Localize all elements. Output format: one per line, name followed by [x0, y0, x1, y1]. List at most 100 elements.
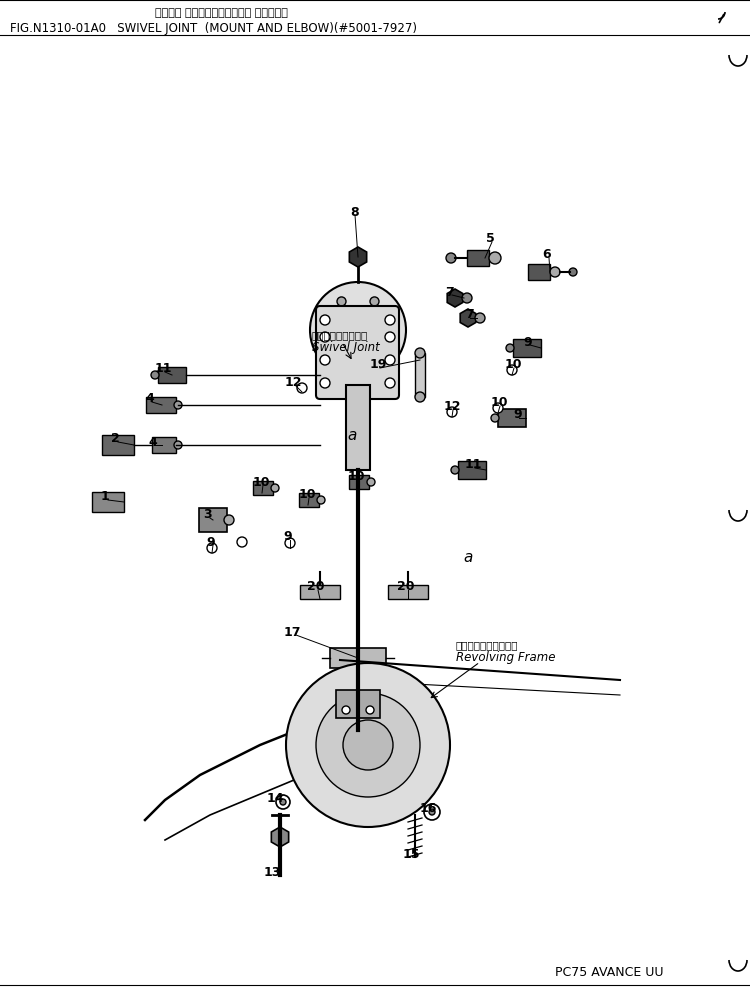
- Bar: [528, 264, 550, 280]
- Bar: [346, 385, 370, 470]
- Circle shape: [506, 344, 514, 352]
- Text: 4: 4: [148, 436, 158, 448]
- Bar: [199, 508, 227, 532]
- Text: a: a: [347, 428, 357, 443]
- Text: 9: 9: [524, 336, 532, 348]
- Circle shape: [276, 795, 290, 809]
- Circle shape: [174, 441, 182, 449]
- Circle shape: [297, 383, 307, 393]
- Circle shape: [174, 401, 182, 409]
- Bar: [458, 461, 486, 479]
- Text: 19: 19: [369, 358, 387, 371]
- Bar: [146, 397, 176, 413]
- Text: 10: 10: [504, 358, 522, 371]
- Text: 3: 3: [204, 509, 212, 522]
- Text: 17: 17: [284, 626, 301, 639]
- Circle shape: [366, 706, 374, 714]
- Text: 7: 7: [446, 285, 454, 299]
- Text: 10: 10: [298, 488, 316, 502]
- Text: PC75 AVANCE UU: PC75 AVANCE UU: [555, 965, 664, 978]
- Circle shape: [493, 403, 503, 413]
- Text: 15: 15: [402, 847, 420, 860]
- Circle shape: [320, 355, 330, 365]
- Text: スイベルジョイント: スイベルジョイント: [312, 330, 368, 340]
- Circle shape: [207, 543, 217, 553]
- Circle shape: [451, 466, 459, 474]
- Circle shape: [507, 365, 517, 375]
- Text: 14: 14: [266, 793, 284, 806]
- Text: 20: 20: [398, 580, 415, 593]
- Bar: [336, 690, 380, 718]
- Bar: [349, 475, 369, 489]
- Circle shape: [237, 537, 247, 547]
- Circle shape: [462, 293, 472, 303]
- FancyBboxPatch shape: [316, 306, 399, 399]
- Text: 9: 9: [284, 531, 292, 544]
- Text: 16: 16: [419, 803, 436, 816]
- Circle shape: [340, 312, 376, 348]
- Circle shape: [280, 799, 286, 805]
- Circle shape: [489, 252, 501, 264]
- Bar: [300, 585, 340, 599]
- Text: 1: 1: [100, 490, 109, 504]
- Polygon shape: [350, 247, 367, 267]
- Circle shape: [320, 332, 330, 342]
- Text: Revolving Frame: Revolving Frame: [456, 651, 556, 664]
- Circle shape: [370, 354, 379, 363]
- Circle shape: [151, 371, 159, 379]
- Text: 10: 10: [347, 470, 364, 483]
- Circle shape: [569, 268, 577, 276]
- Circle shape: [343, 720, 393, 770]
- Text: 13: 13: [263, 865, 280, 878]
- Circle shape: [320, 326, 329, 335]
- Circle shape: [337, 354, 346, 363]
- Circle shape: [310, 282, 406, 378]
- Text: 12: 12: [443, 401, 460, 414]
- Text: a: a: [464, 550, 472, 565]
- Circle shape: [286, 663, 450, 827]
- Circle shape: [370, 297, 379, 306]
- Text: 2: 2: [111, 433, 119, 446]
- Text: 11: 11: [154, 362, 172, 375]
- Polygon shape: [447, 289, 463, 307]
- Circle shape: [385, 378, 395, 388]
- Circle shape: [446, 253, 456, 263]
- Bar: [92, 492, 124, 512]
- Text: 10: 10: [252, 475, 270, 488]
- Circle shape: [491, 414, 499, 422]
- Circle shape: [424, 804, 440, 820]
- Circle shape: [285, 538, 295, 548]
- Circle shape: [385, 332, 395, 342]
- Circle shape: [316, 693, 420, 797]
- Text: 5: 5: [486, 233, 494, 246]
- Text: スイベル ジョイント（マウント エルボー）: スイベル ジョイント（マウント エルボー）: [155, 8, 288, 18]
- Bar: [415, 353, 425, 397]
- Text: 9: 9: [207, 536, 215, 548]
- Text: 7: 7: [464, 309, 473, 322]
- Text: Swivel Joint: Swivel Joint: [312, 342, 380, 354]
- Circle shape: [386, 326, 395, 335]
- Circle shape: [447, 407, 457, 417]
- Bar: [152, 437, 176, 453]
- Bar: [467, 250, 489, 266]
- Circle shape: [320, 378, 330, 388]
- Bar: [253, 481, 273, 495]
- Bar: [299, 493, 319, 507]
- Text: 11: 11: [464, 458, 482, 471]
- Circle shape: [337, 297, 346, 306]
- Circle shape: [385, 355, 395, 365]
- Circle shape: [320, 315, 330, 325]
- Text: レボルビングフレーム: レボルビングフレーム: [456, 640, 518, 650]
- Text: 9: 9: [514, 409, 522, 422]
- Circle shape: [415, 348, 425, 358]
- Circle shape: [385, 315, 395, 325]
- Bar: [102, 435, 134, 455]
- Bar: [513, 339, 541, 357]
- Bar: [388, 585, 428, 599]
- Circle shape: [224, 515, 234, 525]
- Circle shape: [271, 484, 279, 492]
- Text: 20: 20: [308, 580, 325, 593]
- Polygon shape: [460, 309, 476, 327]
- Text: 10: 10: [490, 397, 508, 410]
- Bar: [330, 648, 386, 668]
